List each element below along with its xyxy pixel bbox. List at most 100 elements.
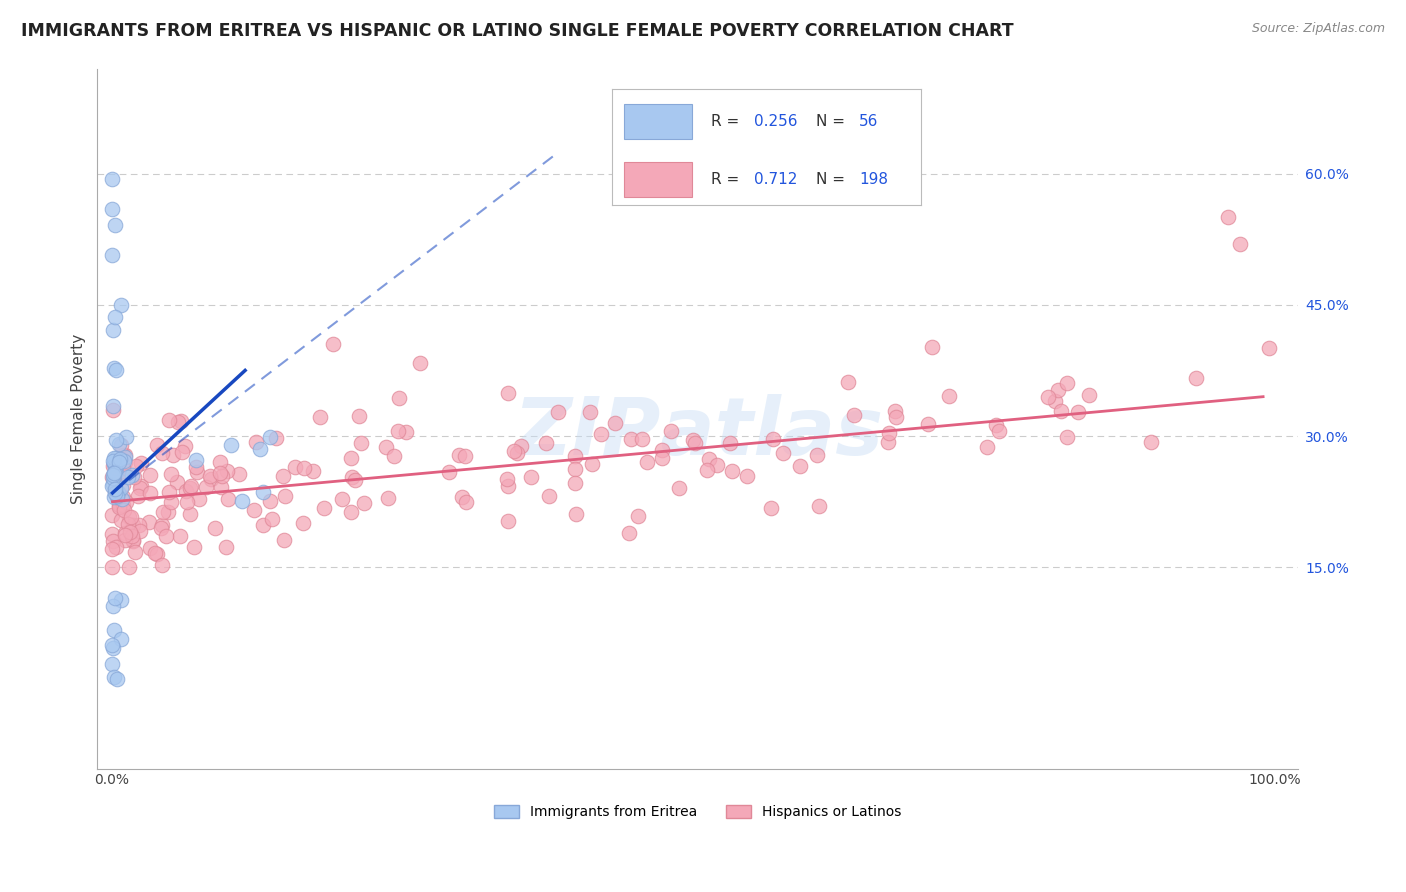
Point [564,475,586,490]
Point [101,172,124,186]
Point [509,439,531,453]
Point [105,465,128,479]
Point [209,480,232,494]
Point [198,468,221,483]
Point [103,467,125,481]
Point [718,436,741,450]
Point [447,448,470,462]
Point [101,508,124,523]
Point [128,481,150,495]
Point [107,484,129,499]
Point [127,489,149,503]
Point [603,416,626,430]
Point [884,404,907,418]
Point [103,669,125,683]
Point [146,547,169,561]
Point [101,470,124,484]
Point [122,533,145,548]
Point [187,491,209,506]
Point [108,461,131,475]
Point [374,440,396,454]
Point [143,546,166,560]
Text: ZIP​atlas: ZIP​atlas [513,393,883,472]
Point [1258,341,1281,355]
Point [252,485,274,500]
Point [150,446,173,460]
Point [112,454,135,468]
Point [350,435,373,450]
Point [110,513,132,527]
Point [115,495,138,509]
Point [180,479,202,493]
Point [382,450,405,464]
Point [617,526,640,541]
Point [496,472,519,486]
Point [129,479,152,493]
Point [340,470,363,484]
Point [284,460,307,475]
Point [155,529,177,543]
Point [157,505,180,519]
Point [214,540,236,554]
Point [661,425,683,439]
Point [706,458,728,473]
Point [231,493,253,508]
Point [111,491,134,505]
Point [110,438,132,452]
Point [387,424,409,438]
Point [117,560,139,574]
Point [683,435,706,450]
Point [219,438,242,452]
Point [104,310,127,325]
Text: 56: 56 [859,114,879,129]
Point [139,467,162,482]
Point [111,460,134,475]
Point [1046,383,1069,397]
Point [579,405,602,419]
Text: R =: R = [710,172,744,187]
Point [166,475,188,489]
Point [112,499,135,513]
Point [111,450,134,465]
Point [408,356,430,370]
Point [114,448,136,462]
Point [121,529,143,543]
Point [564,462,586,476]
Point [1036,390,1059,404]
FancyBboxPatch shape [624,104,692,139]
Point [114,430,136,444]
Point [884,409,907,424]
Point [107,436,129,450]
Point [110,592,132,607]
Point [110,481,132,495]
Point [538,489,561,503]
Point [761,500,783,515]
Point [105,489,128,503]
Point [339,451,361,466]
Point [502,444,524,458]
Point [170,445,193,459]
Point [242,503,264,517]
Point [129,524,152,538]
Point [842,408,865,422]
Point [101,467,124,482]
Point [619,432,641,446]
Point [377,491,399,505]
Point [456,494,478,508]
Point [322,337,344,351]
Point [697,451,720,466]
Point [162,448,184,462]
Point [520,469,543,483]
Point [121,467,143,482]
Point [1056,430,1078,444]
Point [114,527,136,541]
Point [186,466,208,480]
Point [439,465,461,479]
Point [1067,404,1090,418]
Point [111,491,134,506]
Point [101,542,124,557]
Point [347,409,370,423]
Point [103,456,125,470]
Point [217,491,239,506]
Point [125,458,148,473]
